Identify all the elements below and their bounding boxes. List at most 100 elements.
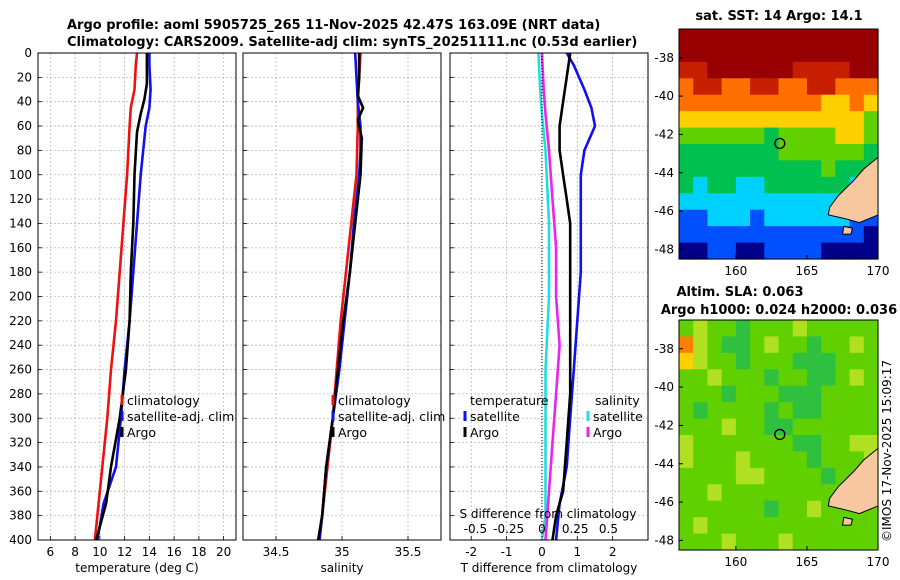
heat-cell [778, 517, 794, 535]
temperature-panel: 6 8 10 12 14 16 18 2002040608010012014016018020… [9, 46, 237, 575]
heat-cell [835, 242, 851, 260]
heat-cell [764, 193, 780, 211]
heat-cell [863, 435, 879, 453]
heat-cell [707, 29, 723, 47]
y-tick-label: 400 [9, 533, 32, 547]
y-tick-label: 300 [9, 411, 32, 425]
heat-cell [792, 369, 808, 387]
heat-cell [778, 484, 794, 502]
heat-cell [764, 160, 780, 178]
heat-cell [750, 533, 765, 551]
heat-cell [764, 533, 780, 551]
heat-cell [750, 45, 765, 63]
heat-cell [735, 352, 751, 370]
heat-cell [764, 45, 780, 63]
sla-map-panel: -38 -40 -42 -44 -46 -48 160 165 170 [654, 319, 889, 569]
heat-cell [835, 94, 851, 112]
heat-cell [721, 144, 737, 162]
heat-cell [707, 176, 723, 194]
heat-cell [863, 45, 879, 63]
heat-cell [863, 226, 879, 244]
heat-cell [863, 78, 879, 96]
heat-cell [863, 402, 879, 420]
heat-cell [792, 111, 808, 129]
heat-cell [735, 336, 751, 354]
heat-cell [806, 402, 822, 420]
sla-map-title: Altim. SLA: 0.063 [677, 285, 804, 300]
heat-cell [792, 226, 808, 244]
heat-cell [835, 336, 851, 354]
heat-cell [849, 402, 865, 420]
heat-cell [778, 467, 794, 485]
x-axis-label: T difference from climatology [460, 561, 638, 575]
heat-cell [735, 500, 751, 518]
legend-label: Argo [338, 425, 367, 440]
heat-cell [792, 435, 808, 453]
heat-cell [792, 500, 808, 518]
heat-cell [735, 78, 751, 96]
heat-cell [707, 226, 723, 244]
heat-cell [750, 226, 765, 244]
heat-cell [721, 533, 737, 551]
heat-cell [806, 209, 822, 227]
heat-cell [806, 78, 822, 96]
difference-panel: -2 -1 0 1 2 T difference from climatology S di… [449, 52, 649, 575]
heat-cell [679, 500, 694, 518]
heat-cell [693, 402, 709, 420]
y-tick-label: 40 [17, 95, 32, 109]
heat-cell [679, 435, 694, 453]
heat-cell [764, 385, 780, 403]
heat-cell [806, 500, 822, 518]
heat-cell [849, 336, 865, 354]
heat-cell [792, 160, 808, 178]
series-line-argo [316, 53, 365, 541]
heat-cell [707, 94, 723, 112]
heat-cell [849, 320, 865, 338]
heat-cell [863, 517, 879, 535]
heat-cell [735, 193, 751, 211]
heat-cell [693, 418, 709, 436]
heat-cell [707, 500, 723, 518]
heat-cell [679, 61, 694, 79]
series-line-t-argo [551, 52, 572, 541]
heat-cell [821, 61, 836, 79]
heat-cell [806, 111, 822, 129]
heat-cell [764, 94, 780, 112]
heat-cell [821, 242, 836, 260]
heat-cell [707, 418, 723, 436]
heat-cell [679, 193, 694, 211]
heat-cell [679, 78, 694, 96]
heat-cell [821, 385, 836, 403]
heat-cell [806, 45, 822, 63]
heat-cell [806, 94, 822, 112]
heat-cell [721, 29, 737, 47]
heat-cell [778, 533, 794, 551]
map-x-tick-label: 160 [724, 264, 747, 278]
x-tick-label: 35.5 [395, 545, 422, 559]
heat-cell [707, 484, 723, 502]
heat-cell [806, 385, 822, 403]
heat-cell [778, 160, 794, 178]
heat-cell [735, 402, 751, 420]
map-y-tick-label: -40 [654, 89, 674, 103]
heat-cell [721, 435, 737, 453]
heat-cell [750, 209, 765, 227]
heat-cell [707, 209, 723, 227]
heat-cell [821, 176, 836, 194]
heat-cell [792, 94, 808, 112]
heat-cell [735, 242, 751, 260]
heat-cell [849, 385, 865, 403]
heat-cell [679, 533, 694, 551]
heat-cell [750, 94, 765, 112]
heat-cell [792, 320, 808, 338]
heat-cell [693, 193, 709, 211]
heat-cell [735, 127, 751, 145]
heat-cell [792, 533, 808, 551]
heat-cell [707, 402, 723, 420]
map-y-tick-label: -48 [654, 533, 674, 547]
heat-cell [735, 484, 751, 502]
heat-cell [863, 61, 879, 79]
heat-cell [863, 29, 879, 47]
heat-cell [679, 144, 694, 162]
x-tick-label: 6 [47, 545, 55, 559]
